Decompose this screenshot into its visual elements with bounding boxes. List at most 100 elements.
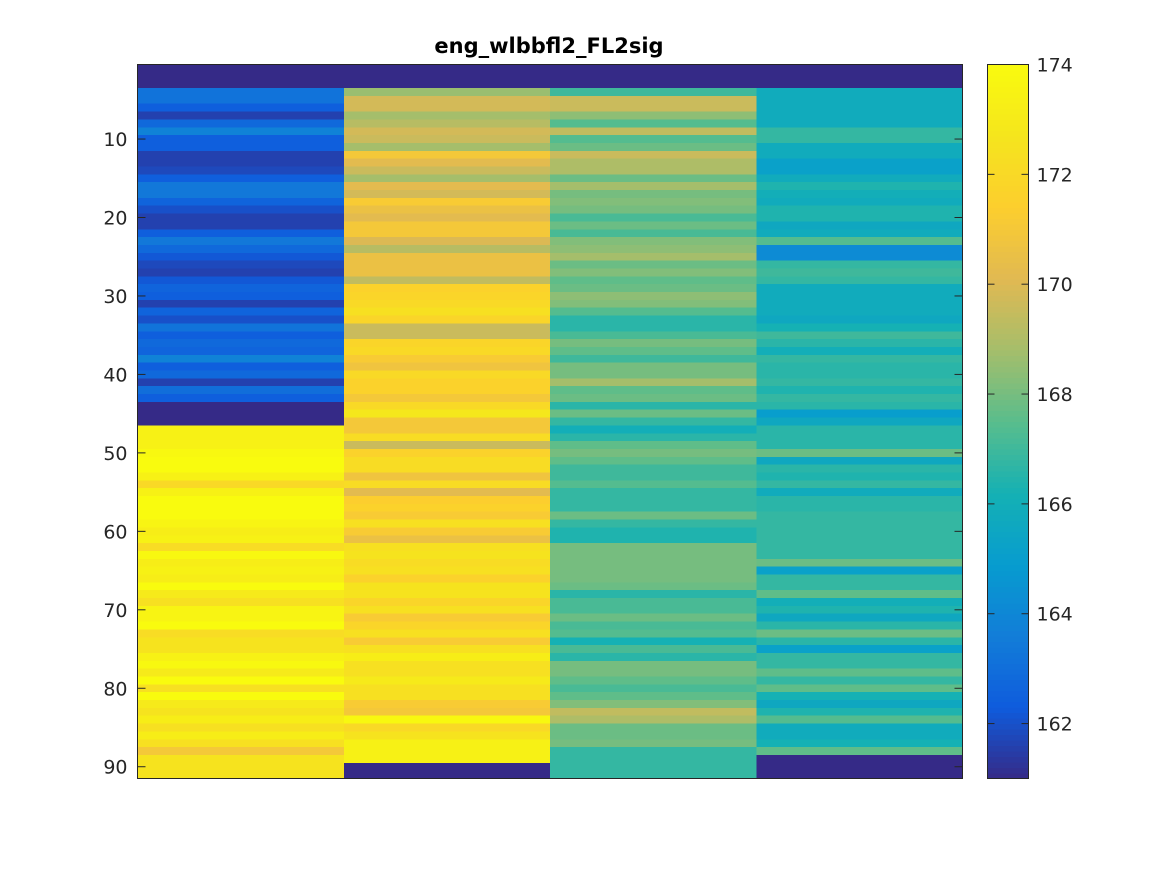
colorbar-segment: [987, 141, 1029, 148]
heatmap-cell: [756, 339, 964, 348]
heatmap-cell: [343, 158, 551, 168]
heatmap-cell: [756, 229, 964, 238]
heatmap-cell: [137, 472, 345, 481]
colorbar-segment: [987, 443, 1029, 450]
heatmap-cell: [756, 64, 964, 73]
heatmap-cell: [756, 574, 964, 583]
heatmap-cell: [343, 244, 551, 254]
heatmap-cell: [550, 252, 757, 262]
heatmap-cell: [756, 103, 964, 113]
heatmap-cell: [756, 401, 964, 411]
heatmap-cell: [550, 645, 757, 654]
heatmap-cell: [137, 605, 345, 615]
colorbar-segment: [987, 767, 1029, 774]
colorbar-segment: [987, 437, 1029, 445]
heatmap-cell: [343, 292, 551, 301]
colorbar-segment: [987, 394, 1029, 401]
colorbar-segment: [987, 174, 1029, 181]
heatmap-cell: [137, 621, 345, 631]
heatmap-cell: [756, 770, 964, 780]
heatmap-cell: [550, 637, 757, 646]
heatmap-cell: [550, 354, 757, 364]
colorbar-segment: [987, 124, 1029, 132]
heatmap-cell: [343, 566, 551, 576]
heatmap-cell: [137, 558, 345, 568]
heatmap-cell: [550, 425, 757, 434]
heatmap-cell: [343, 676, 551, 685]
heatmap-cell: [550, 550, 757, 560]
colorbar-segment: [987, 630, 1029, 637]
heatmap-cell: [137, 221, 345, 230]
heatmap-cell: [137, 158, 345, 168]
heatmap-cell: [756, 166, 964, 175]
heatmap-cell: [756, 425, 964, 434]
heatmap-cell: [550, 64, 757, 73]
heatmap-cell: [343, 723, 551, 733]
heatmap-cell: [343, 370, 551, 379]
colorbar-segment: [987, 498, 1029, 505]
heatmap-cell: [343, 590, 551, 599]
heatmap-cell: [343, 464, 551, 474]
y-tick-label: 40: [103, 364, 127, 386]
heatmap-cell: [343, 747, 551, 756]
heatmap-cell: [137, 566, 345, 576]
colorbar-segment: [987, 410, 1029, 417]
heatmap-cell: [756, 660, 964, 670]
colorbar-segment: [987, 641, 1029, 648]
heatmap-cell: [137, 747, 345, 756]
heatmap-cell: [137, 354, 345, 364]
heatmap-cell: [343, 433, 551, 442]
heatmap-cell: [756, 503, 964, 513]
colorbar-segment: [987, 646, 1029, 653]
heatmap-cell: [137, 229, 345, 238]
heatmap-cell: [756, 754, 964, 764]
colorbar-segment: [987, 701, 1029, 708]
colorbar-segment: [987, 690, 1029, 697]
heatmap-cell: [137, 323, 345, 332]
heatmap-cell: [756, 346, 964, 356]
heatmap-cell: [550, 119, 757, 128]
heatmap-cell: [756, 417, 964, 427]
heatmap-cell: [756, 590, 964, 599]
heatmap-cell: [137, 543, 345, 552]
heatmap-cell: [550, 409, 757, 419]
heatmap-cell: [756, 197, 964, 207]
colorbar-segment: [987, 157, 1029, 164]
heatmap-cell: [343, 237, 551, 246]
heatmap-cell: [756, 362, 964, 372]
colorbar-segment: [987, 421, 1029, 428]
heatmap-cell: [756, 323, 964, 332]
heatmap-cell: [550, 378, 757, 387]
heatmap-cell: [343, 472, 551, 481]
heatmap-cell: [343, 346, 551, 356]
colorbar-segment: [987, 383, 1029, 390]
heatmap-cell: [343, 182, 551, 191]
heatmap-cell: [550, 182, 757, 191]
heatmap-cell: [343, 511, 551, 521]
heatmap-cell: [756, 456, 964, 466]
colorbar-segment: [987, 487, 1029, 494]
heatmap-cell: [137, 762, 345, 772]
colorbar-segment: [987, 514, 1029, 521]
y-tick-label: 30: [103, 286, 127, 308]
heatmap-cell: [550, 566, 757, 576]
heatmap-cell: [756, 731, 964, 740]
colorbar-segment: [987, 481, 1029, 489]
heatmap-cell: [756, 582, 964, 591]
heatmap-cell: [756, 621, 964, 631]
colorbar-segment: [987, 674, 1029, 681]
heatmap-cell: [550, 613, 757, 623]
heatmap-cell: [137, 95, 345, 105]
heatmap-cell: [343, 111, 551, 121]
heatmap-cell: [137, 503, 345, 513]
colorbar-segment: [987, 613, 1029, 620]
heatmap-cell: [137, 700, 345, 709]
heatmap-cell: [550, 731, 757, 740]
colorbar-segment: [987, 322, 1029, 329]
heatmap-cell: [756, 629, 964, 638]
colorbar-segment: [987, 652, 1029, 659]
heatmap-cell: [550, 370, 757, 379]
heatmap-cell: [137, 456, 345, 466]
heatmap-cell: [343, 739, 551, 748]
heatmap-cell: [550, 739, 757, 748]
